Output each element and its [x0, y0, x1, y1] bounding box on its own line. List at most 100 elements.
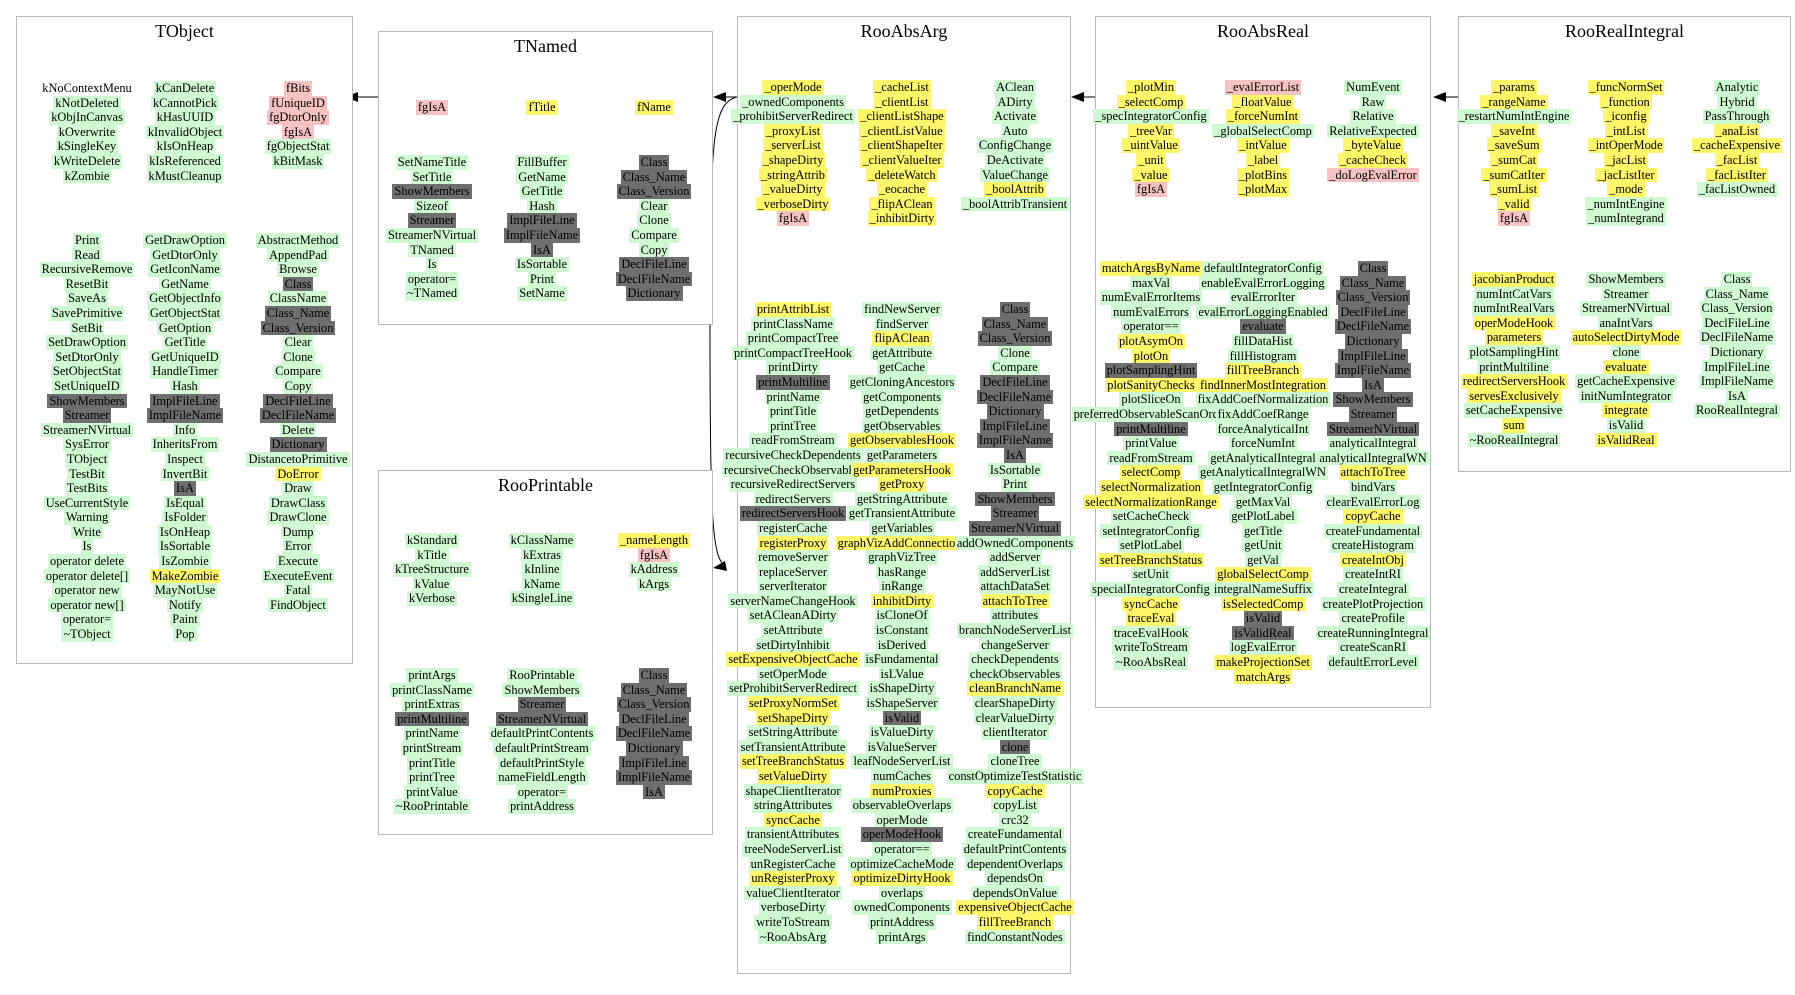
member-label: Class [1721, 272, 1753, 287]
member-label: plotSamplingHint [1104, 363, 1198, 378]
member-label: getTransientAttribute [846, 506, 958, 521]
member-label: SetName [517, 286, 567, 301]
member-label: operator= [60, 612, 114, 628]
member-label: isValidReal [1232, 625, 1294, 641]
member-label: ShowMembers [1586, 272, 1666, 287]
member-label: fgIsA [1497, 211, 1531, 226]
member-label: copyCache [1343, 509, 1403, 524]
member-label: Print [527, 271, 557, 287]
member-label: Dictionary [986, 404, 1044, 419]
member-label: printTree [768, 418, 818, 434]
member-label: SetUniqueID [52, 378, 122, 394]
member-label: clone [1610, 344, 1642, 360]
member-label: printName [403, 726, 461, 741]
member-label: servesExclusively [1467, 388, 1561, 404]
member-label: _treeVar [1128, 123, 1174, 139]
member-label: matchArgs [1233, 669, 1293, 685]
member-label: PassThrough [1702, 109, 1772, 124]
member-label: _deleteWatch [866, 167, 938, 183]
member-label: recursiveCheckObservables [721, 462, 865, 478]
member-label: Auto [1000, 123, 1030, 139]
member-label: parameters [1484, 330, 1544, 345]
member-label: isValueDirty [868, 725, 936, 740]
member-label: printTitle [406, 755, 458, 771]
member-label: writeToStream [1112, 640, 1190, 656]
member-label: DeclFileName [259, 408, 337, 423]
member-label: kZombie [62, 168, 112, 184]
member-label: addOwnedComponents [954, 535, 1076, 551]
member-label: Class [1357, 261, 1389, 276]
member-label: enableEvalErrorLogging [1199, 275, 1327, 291]
member-column: jacobianProduct numIntCatVars numIntRealVa… [1364, 272, 1664, 448]
member-label: printMultiline [1477, 359, 1551, 375]
member-label: ImplFileName [1334, 363, 1412, 378]
member-label: kWriteDelete [51, 153, 123, 169]
member-label: _intList [1604, 123, 1648, 139]
class-box-rooabsarg: RooAbsArg _operMode _ownedComponents _proh… [721, 16, 1084, 974]
member-column: fgIsA [282, 100, 582, 115]
member-label: Draw [282, 481, 314, 496]
class-box-rooabsreal: RooAbsReal _plotMin _selectComp _specInteg… [1071, 16, 1431, 708]
member-label: operator== [1121, 319, 1181, 334]
member-label: GetUniqueID [149, 349, 221, 365]
member-label: StreamerNVirtual [968, 520, 1062, 536]
member-label: ShowMembers [502, 682, 582, 698]
member-label: DeclFileLine [1702, 315, 1772, 331]
member-label: printName [764, 389, 822, 405]
member-column: GetDrawOption GetDtorOnly GetIconName GetNa… [35, 233, 335, 642]
member-column: kCanDelete kCannotPick kHasUUID kInvalidObj… [35, 81, 335, 184]
member-label: Error [282, 539, 314, 555]
member-label: ImplFileLine [1702, 359, 1772, 375]
member-label: redirectServers [753, 491, 833, 507]
member-label: preferredObservableScanOrder [1071, 406, 1231, 422]
member-label: printClassName [751, 316, 835, 332]
member-label: setCacheExpensive [1463, 403, 1565, 418]
member-label: setOperMode [757, 666, 829, 682]
member-label: DeclFileLine [619, 257, 689, 272]
member-column: kClassName kExtras kInline kName kSingleLine [392, 533, 692, 606]
member-label: Class [282, 276, 314, 292]
member-label: _stringAttrib [758, 167, 828, 183]
member-column: fTitle [392, 100, 692, 115]
member-label: IsSortable [514, 257, 570, 272]
member-label: treeNodeServerList [742, 841, 844, 857]
member-label: _restartNumIntEngine [1456, 109, 1572, 124]
member-label: setACleanADirty [747, 608, 839, 624]
member-label: createFundamental [1323, 523, 1423, 539]
member-label: GetName [516, 169, 568, 185]
member-label: ImplFileLine [1338, 348, 1408, 364]
member-label: _mode [1607, 182, 1645, 197]
arrow-rooabsarg-to-rooprintable [709, 96, 738, 571]
member-label: Notify [166, 597, 204, 613]
member-label: IsA [643, 784, 665, 800]
member-label: setTransientAttribute [738, 739, 848, 755]
member-label: setProxyNormSet [746, 696, 840, 711]
member-label: kMustCleanup [146, 168, 224, 184]
member-label: leafNodeServerList [851, 754, 953, 769]
member-label: plotAsymOn [1116, 333, 1186, 349]
member-label: _ownedComponents [740, 94, 846, 110]
member-label: Read [72, 247, 102, 263]
member-label: Clone [998, 345, 1032, 361]
member-label: ShowMembers [47, 393, 127, 409]
member-column: printArgs printClassName printExtras printM… [282, 668, 582, 814]
member-column: Class Class_Name Class_Version Clone Compare… [865, 302, 1165, 945]
member-label: findNewServer [862, 302, 942, 317]
member-label: Streamer [407, 213, 457, 228]
member-label: registerCache [756, 520, 830, 536]
member-label: DeclFileLine [263, 393, 333, 409]
member-column: defaultIntegratorConfig enableEvalErrorLo… [1113, 261, 1413, 685]
member-label: integralNameSuffix [1211, 582, 1315, 597]
member-column: _evalErrorList _floatValue _forceNumInt _gl… [1113, 80, 1413, 197]
member-label: hasRange [875, 564, 929, 580]
member-label: kInvalidObject [145, 124, 225, 140]
member-label: kCanDelete [153, 81, 217, 96]
member-label: RecursiveRemove [39, 262, 135, 277]
member-label: registerProxy [757, 535, 829, 551]
member-label: ~RooAbsArg [757, 929, 829, 945]
member-label: Pop [173, 627, 197, 642]
member-label: _iconfig [1603, 109, 1649, 124]
member-label: getAnalyticalIntegralWN [1198, 465, 1328, 480]
member-label: nameFieldLength [496, 770, 588, 785]
member-label: _facListIter [1706, 167, 1768, 183]
